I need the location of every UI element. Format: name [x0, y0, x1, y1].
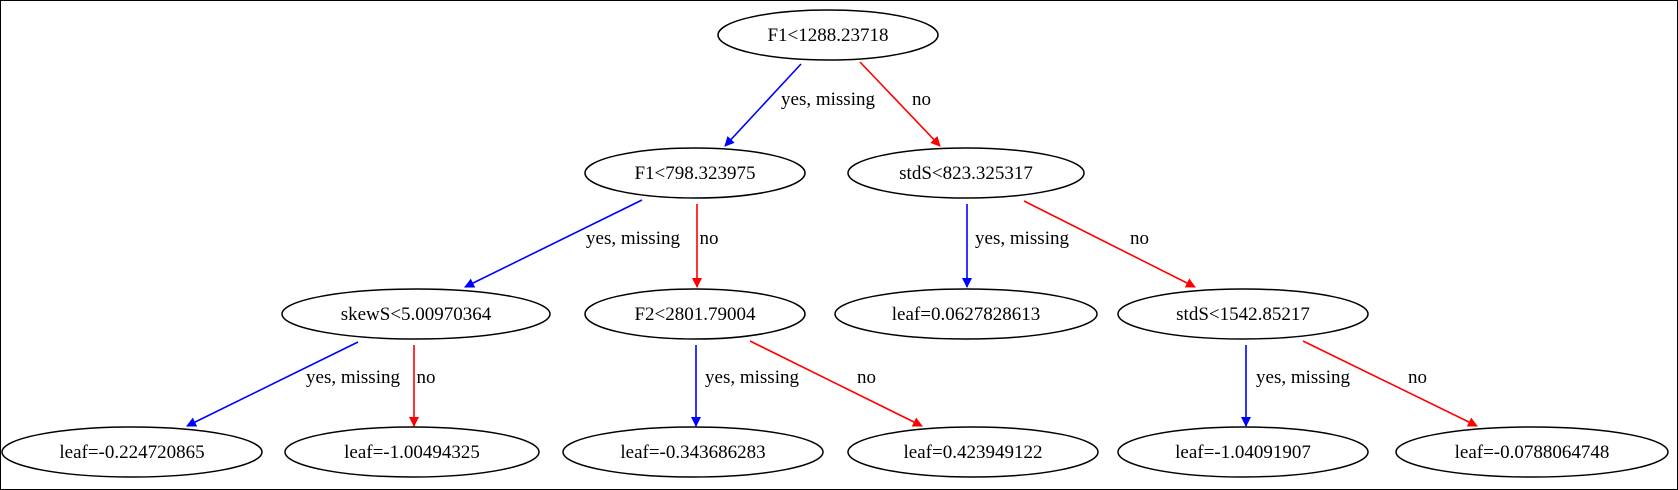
split-node: stdS<1542.85217 — [1117, 288, 1369, 340]
node-label: stdS<1542.85217 — [1176, 304, 1310, 325]
node-label: leaf=-0.224720865 — [59, 442, 204, 463]
edge-n2-n6: no — [1023, 200, 1196, 288]
node-ellipse — [1117, 426, 1369, 478]
node-label: stdS<823.325317 — [899, 163, 1033, 184]
edge-label: yes, missing — [975, 228, 1069, 249]
node-ellipse — [1117, 288, 1369, 340]
edge-label: yes, missing — [1256, 367, 1350, 388]
leaf-node: leaf=-1.04091907 — [1117, 426, 1369, 478]
edge-label: yes, missing — [705, 367, 799, 388]
edge-n6-n11: yes, missing — [1241, 345, 1350, 427]
edge-n1-n3: yes, missing — [464, 199, 680, 288]
split-node: F1<798.323975 — [584, 147, 806, 199]
node-label: leaf=-0.343686283 — [620, 442, 765, 463]
leaf-node: leaf=-0.0788064748 — [1395, 426, 1669, 478]
node-label: leaf=0.423949122 — [904, 442, 1043, 463]
node-label: leaf=0.0627828613 — [892, 304, 1040, 325]
node-label: leaf=-0.0788064748 — [1455, 442, 1610, 463]
edge-n1-n4: no — [692, 204, 719, 288]
split-node: F1<1288.23718 — [717, 9, 939, 61]
split-node: skewS<5.00970364 — [281, 288, 551, 340]
edge-n3-n7: yes, missing — [186, 341, 400, 427]
node-ellipse — [1395, 426, 1669, 478]
node-ellipse — [284, 426, 540, 478]
node-ellipse — [717, 9, 939, 61]
edge-label: no — [1130, 228, 1149, 249]
node-label: F1<798.323975 — [634, 163, 755, 184]
edge-arrow — [1302, 340, 1478, 427]
node-ellipse — [281, 288, 551, 340]
edge-arrow — [724, 63, 802, 147]
node-ellipse — [847, 147, 1085, 199]
edge-label: no — [1408, 367, 1427, 388]
edges-layer: yes, missing no yes, missing no yes, missing… — [186, 61, 1478, 427]
node-label: F1<1288.23718 — [767, 25, 888, 46]
leaf-node: leaf=-0.224720865 — [1, 426, 263, 478]
edge-arrow — [1023, 200, 1196, 288]
leaf-node: leaf=0.0627828613 — [834, 288, 1098, 340]
edge-n4-n10: no — [749, 340, 923, 427]
edge-label: yes, missing — [586, 228, 680, 249]
edge-label: yes, missing — [306, 367, 400, 388]
node-label: F2<2801.79004 — [634, 304, 756, 325]
edge-arrow — [186, 341, 359, 427]
edge-n3-n8: no — [409, 345, 436, 427]
edge-n2-n5: yes, missing — [962, 204, 1069, 288]
split-node: F2<2801.79004 — [584, 288, 806, 340]
edge-label: no — [417, 367, 436, 388]
edge-label: yes, missing — [781, 89, 875, 110]
node-ellipse — [584, 147, 806, 199]
leaf-node: leaf=0.423949122 — [847, 426, 1099, 478]
node-label: leaf=-1.04091907 — [1175, 442, 1311, 463]
edge-n0-n2: no — [859, 61, 941, 147]
edge-n4-n9: yes, missing — [691, 345, 799, 427]
edge-label: no — [700, 228, 719, 249]
leaf-node: leaf=-1.00494325 — [284, 426, 540, 478]
edge-arrow — [749, 340, 923, 427]
edge-n6-n12: no — [1302, 340, 1478, 427]
node-ellipse — [834, 288, 1098, 340]
edge-arrow — [859, 61, 941, 147]
leaf-node: leaf=-0.343686283 — [562, 426, 824, 478]
node-label: leaf=-1.00494325 — [344, 442, 480, 463]
edge-n0-n1: yes, missing — [724, 63, 875, 147]
node-ellipse — [562, 426, 824, 478]
node-label: skewS<5.00970364 — [341, 304, 492, 325]
node-ellipse — [584, 288, 806, 340]
edge-arrow — [464, 199, 643, 288]
edge-label: no — [912, 89, 931, 110]
nodes-layer: F1<1288.23718 F1<798.323975 stdS<823.32531… — [1, 9, 1669, 478]
node-ellipse — [847, 426, 1099, 478]
node-ellipse — [1, 426, 263, 478]
split-node: stdS<823.325317 — [847, 147, 1085, 199]
edge-label: no — [857, 367, 876, 388]
